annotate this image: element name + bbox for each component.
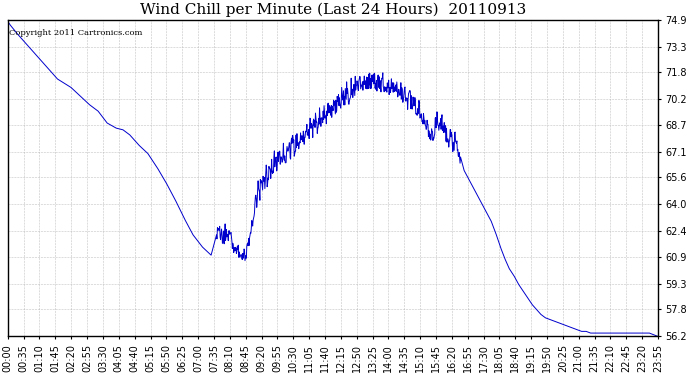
Text: Copyright 2011 Cartronics.com: Copyright 2011 Cartronics.com <box>9 29 142 37</box>
Title: Wind Chill per Minute (Last 24 Hours)  20110913: Wind Chill per Minute (Last 24 Hours) 20… <box>140 3 526 17</box>
